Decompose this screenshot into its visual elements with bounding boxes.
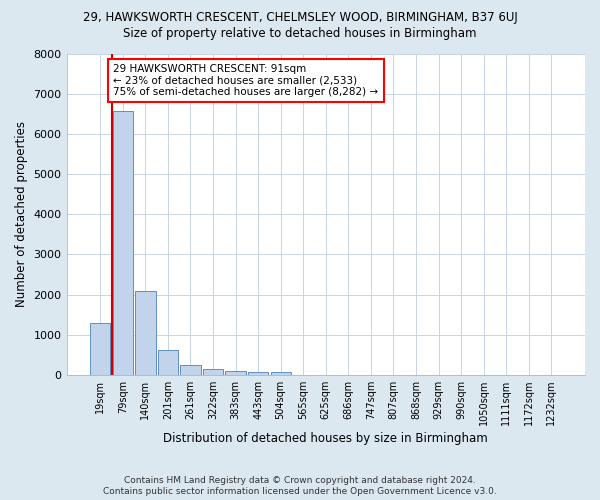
Bar xyxy=(248,372,268,374)
X-axis label: Distribution of detached houses by size in Birmingham: Distribution of detached houses by size … xyxy=(163,432,488,445)
Text: Size of property relative to detached houses in Birmingham: Size of property relative to detached ho… xyxy=(123,28,477,40)
Bar xyxy=(181,364,200,374)
Bar xyxy=(90,322,110,374)
Bar xyxy=(113,111,133,374)
Bar xyxy=(158,350,178,374)
Bar xyxy=(203,370,223,374)
Y-axis label: Number of detached properties: Number of detached properties xyxy=(15,122,28,308)
Text: 29 HAWKSWORTH CRESCENT: 91sqm
← 23% of detached houses are smaller (2,533)
75% o: 29 HAWKSWORTH CRESCENT: 91sqm ← 23% of d… xyxy=(113,64,379,97)
Text: Contains public sector information licensed under the Open Government Licence v3: Contains public sector information licen… xyxy=(103,487,497,496)
Bar xyxy=(271,372,291,374)
Text: Contains HM Land Registry data © Crown copyright and database right 2024.: Contains HM Land Registry data © Crown c… xyxy=(124,476,476,485)
Text: 29, HAWKSWORTH CRESCENT, CHELMSLEY WOOD, BIRMINGHAM, B37 6UJ: 29, HAWKSWORTH CRESCENT, CHELMSLEY WOOD,… xyxy=(83,11,517,24)
Bar xyxy=(135,290,155,374)
Bar xyxy=(226,370,246,374)
